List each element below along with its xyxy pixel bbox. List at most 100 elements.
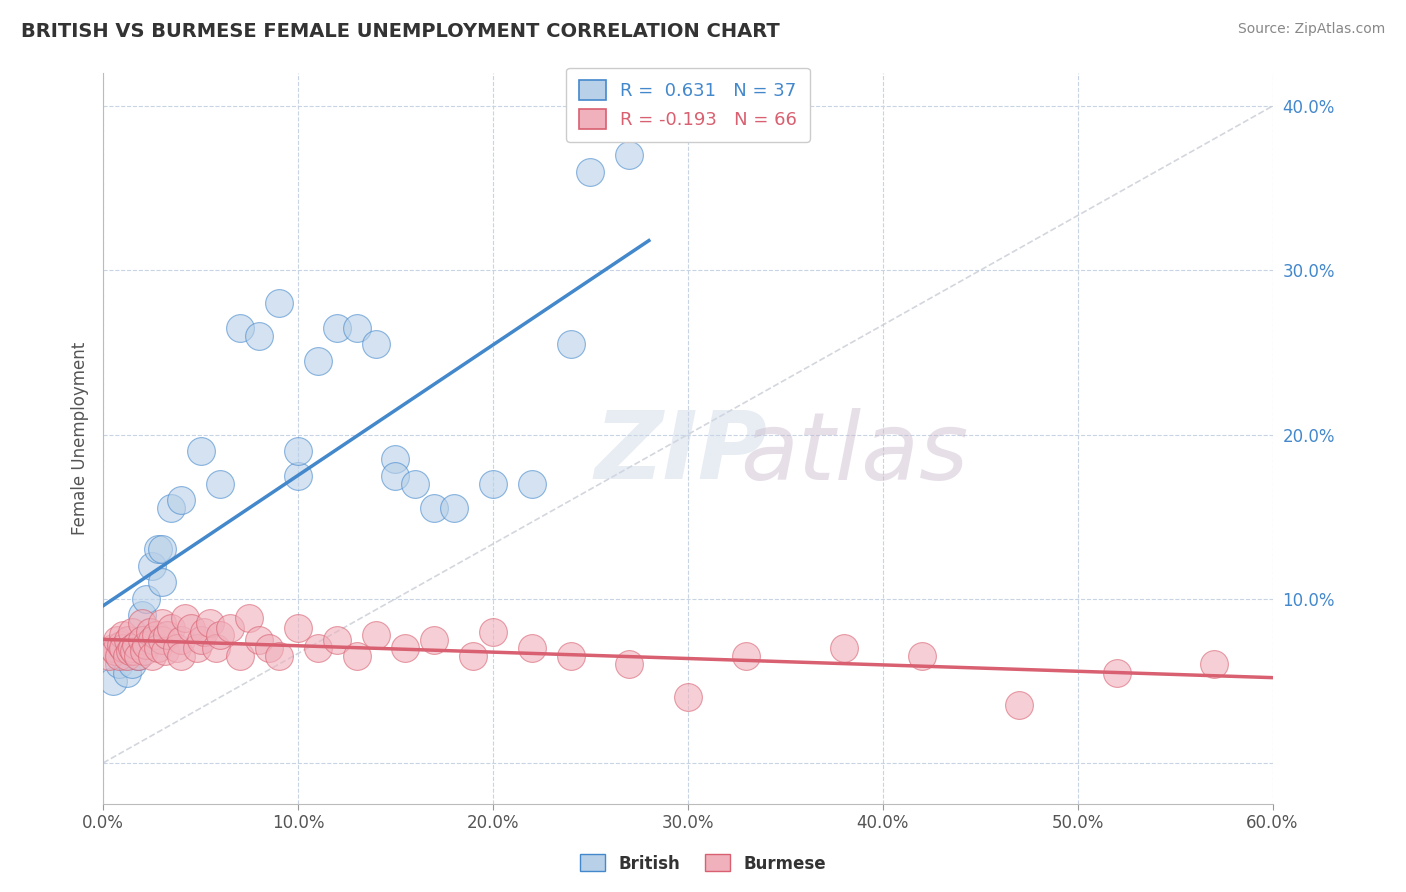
Point bbox=[132, 644, 155, 658]
Point bbox=[1105, 665, 1128, 680]
Point bbox=[115, 649, 138, 664]
Point bbox=[98, 649, 121, 664]
Point bbox=[520, 640, 543, 655]
Point bbox=[307, 640, 329, 655]
Point bbox=[150, 542, 173, 557]
Point bbox=[364, 337, 387, 351]
Point bbox=[364, 628, 387, 642]
Point bbox=[384, 468, 406, 483]
Point bbox=[209, 628, 232, 642]
Point bbox=[127, 649, 149, 664]
Point bbox=[394, 640, 416, 655]
Point bbox=[307, 353, 329, 368]
Point bbox=[124, 644, 146, 658]
Point bbox=[619, 148, 641, 162]
Y-axis label: Female Unemployment: Female Unemployment bbox=[72, 342, 89, 535]
Point bbox=[115, 665, 138, 680]
Point bbox=[267, 649, 290, 664]
Point bbox=[107, 657, 129, 672]
Point bbox=[127, 649, 149, 664]
Point bbox=[482, 476, 505, 491]
Point bbox=[141, 632, 163, 647]
Point bbox=[238, 611, 260, 625]
Point bbox=[1202, 657, 1225, 672]
Point bbox=[186, 640, 208, 655]
Point bbox=[287, 444, 309, 458]
Point bbox=[150, 575, 173, 590]
Point bbox=[560, 337, 582, 351]
Point bbox=[141, 558, 163, 573]
Point bbox=[146, 542, 169, 557]
Point bbox=[111, 640, 134, 655]
Point bbox=[247, 329, 270, 343]
Point bbox=[166, 640, 188, 655]
Legend: British, Burmese: British, Burmese bbox=[574, 847, 832, 880]
Point bbox=[619, 657, 641, 672]
Point bbox=[150, 616, 173, 631]
Point bbox=[107, 649, 129, 664]
Text: BRITISH VS BURMESE FEMALE UNEMPLOYMENT CORRELATION CHART: BRITISH VS BURMESE FEMALE UNEMPLOYMENT C… bbox=[21, 22, 780, 41]
Point bbox=[120, 644, 142, 658]
Point bbox=[131, 632, 153, 647]
Point bbox=[174, 611, 197, 625]
Point bbox=[267, 296, 290, 310]
Point bbox=[560, 649, 582, 664]
Point bbox=[287, 468, 309, 483]
Point bbox=[346, 320, 368, 334]
Point bbox=[209, 476, 232, 491]
Point bbox=[218, 621, 240, 635]
Point bbox=[156, 628, 179, 642]
Point bbox=[101, 640, 124, 655]
Legend: R =  0.631   N = 37, R = -0.193   N = 66: R = 0.631 N = 37, R = -0.193 N = 66 bbox=[567, 68, 810, 142]
Point bbox=[121, 640, 143, 655]
Point bbox=[193, 624, 215, 639]
Point bbox=[200, 616, 222, 631]
Point bbox=[111, 628, 134, 642]
Point bbox=[125, 638, 148, 652]
Point bbox=[145, 628, 167, 642]
Point bbox=[205, 640, 228, 655]
Point bbox=[121, 640, 143, 655]
Point bbox=[287, 621, 309, 635]
Point bbox=[735, 649, 758, 664]
Point bbox=[190, 444, 212, 458]
Point bbox=[1008, 698, 1031, 713]
Text: ZIP: ZIP bbox=[595, 408, 768, 500]
Point bbox=[463, 649, 485, 664]
Point bbox=[443, 501, 465, 516]
Point bbox=[190, 632, 212, 647]
Point bbox=[155, 644, 177, 658]
Point bbox=[160, 501, 183, 516]
Point bbox=[146, 640, 169, 655]
Point bbox=[104, 644, 127, 658]
Point bbox=[911, 649, 934, 664]
Point bbox=[141, 649, 163, 664]
Point bbox=[482, 624, 505, 639]
Point bbox=[247, 632, 270, 647]
Text: atlas: atlas bbox=[741, 408, 969, 499]
Point bbox=[180, 621, 202, 635]
Point bbox=[170, 493, 193, 508]
Point bbox=[520, 476, 543, 491]
Point bbox=[135, 591, 157, 606]
Point bbox=[101, 673, 124, 688]
Point bbox=[139, 624, 162, 639]
Point bbox=[170, 632, 193, 647]
Point bbox=[832, 640, 855, 655]
Point bbox=[121, 657, 143, 672]
Point bbox=[170, 649, 193, 664]
Point bbox=[131, 608, 153, 623]
Point bbox=[110, 638, 132, 652]
Point bbox=[111, 649, 134, 664]
Point bbox=[117, 632, 139, 647]
Point bbox=[131, 616, 153, 631]
Point bbox=[326, 320, 349, 334]
Point bbox=[423, 501, 446, 516]
Point bbox=[676, 690, 699, 705]
Point bbox=[131, 632, 153, 647]
Point bbox=[150, 632, 173, 647]
Point bbox=[404, 476, 426, 491]
Point bbox=[384, 452, 406, 467]
Point bbox=[105, 632, 128, 647]
Text: Source: ZipAtlas.com: Source: ZipAtlas.com bbox=[1237, 22, 1385, 37]
